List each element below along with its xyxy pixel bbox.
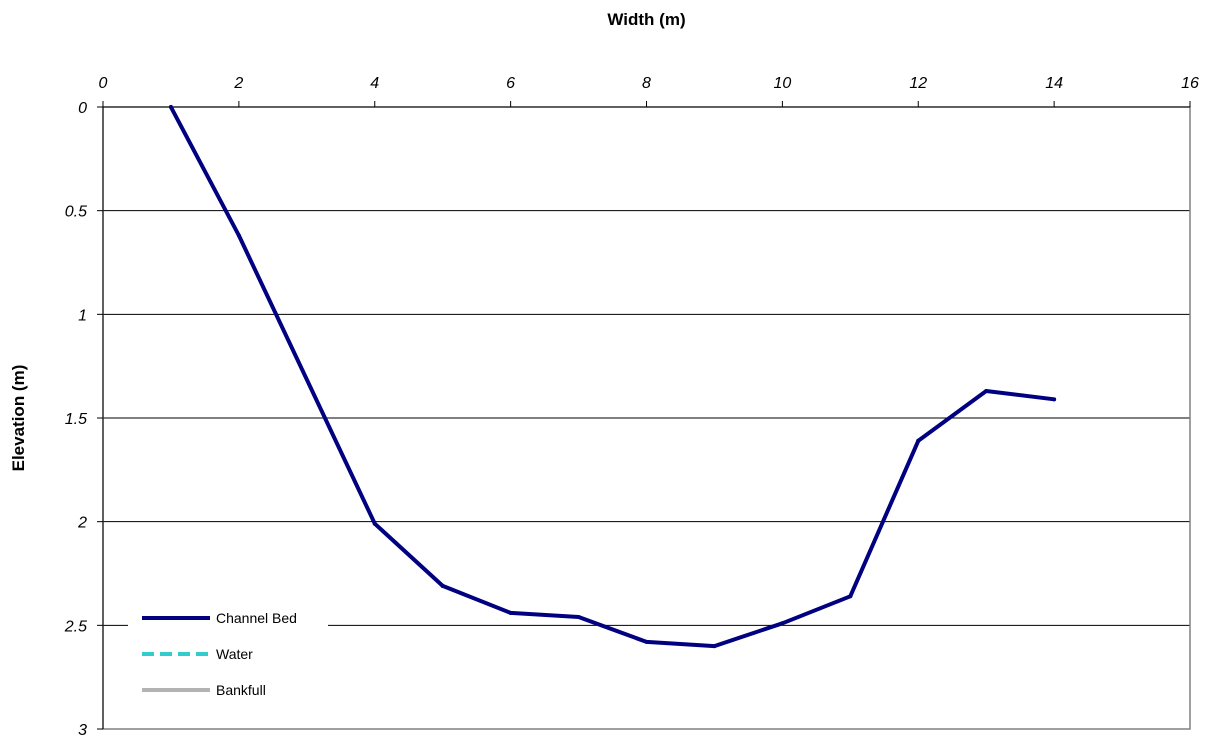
- data-point: [916, 438, 921, 443]
- legend: Channel Bed Water Bankfull: [128, 602, 328, 712]
- x-tick-label: 14: [1045, 75, 1063, 92]
- x-tick-label: 6: [506, 75, 515, 92]
- axes: 0 2 4 6 8 10 12 14 16 0 0.5 1 1.5 2 2.5 3: [64, 75, 1199, 739]
- x-tick-label: 16: [1181, 75, 1199, 92]
- data-point: [848, 594, 853, 599]
- data-point: [644, 639, 649, 644]
- y-axis-title: Elevation (m): [9, 365, 28, 472]
- data-point: [508, 610, 513, 615]
- data-point: [236, 233, 241, 238]
- gridlines: [103, 210, 1190, 626]
- y-tick-label: 0.5: [65, 204, 87, 221]
- y-tick-label: 2.5: [64, 618, 87, 635]
- x-axis-title: Width (m): [607, 10, 685, 29]
- x-tick-label: 8: [642, 75, 651, 92]
- y-tick-label: 3: [78, 722, 87, 739]
- data-point: [168, 105, 173, 109]
- y-tick-label: 1.5: [65, 411, 87, 428]
- x-tick-label: 2: [233, 75, 243, 92]
- data-point: [440, 583, 445, 588]
- legend-box: [128, 602, 328, 712]
- x-tick-label: 0: [99, 75, 108, 92]
- legend-label: Water: [216, 646, 253, 662]
- data-point: [372, 521, 377, 526]
- x-tick-label: 10: [773, 75, 791, 92]
- data-point: [576, 615, 581, 620]
- y-tick-label: 2: [77, 515, 87, 532]
- y-tick-label: 0: [78, 100, 87, 117]
- y-tick-label: 1: [78, 307, 87, 324]
- data-point: [984, 389, 989, 394]
- x-tick-label: 12: [909, 75, 927, 92]
- data-point: [1052, 397, 1057, 402]
- data-point: [780, 621, 785, 626]
- legend-label: Bankfull: [216, 682, 266, 698]
- data-point: [712, 644, 717, 649]
- x-tick-label: 4: [370, 75, 379, 92]
- series: [168, 105, 1057, 649]
- legend-label: Channel Bed: [216, 610, 297, 626]
